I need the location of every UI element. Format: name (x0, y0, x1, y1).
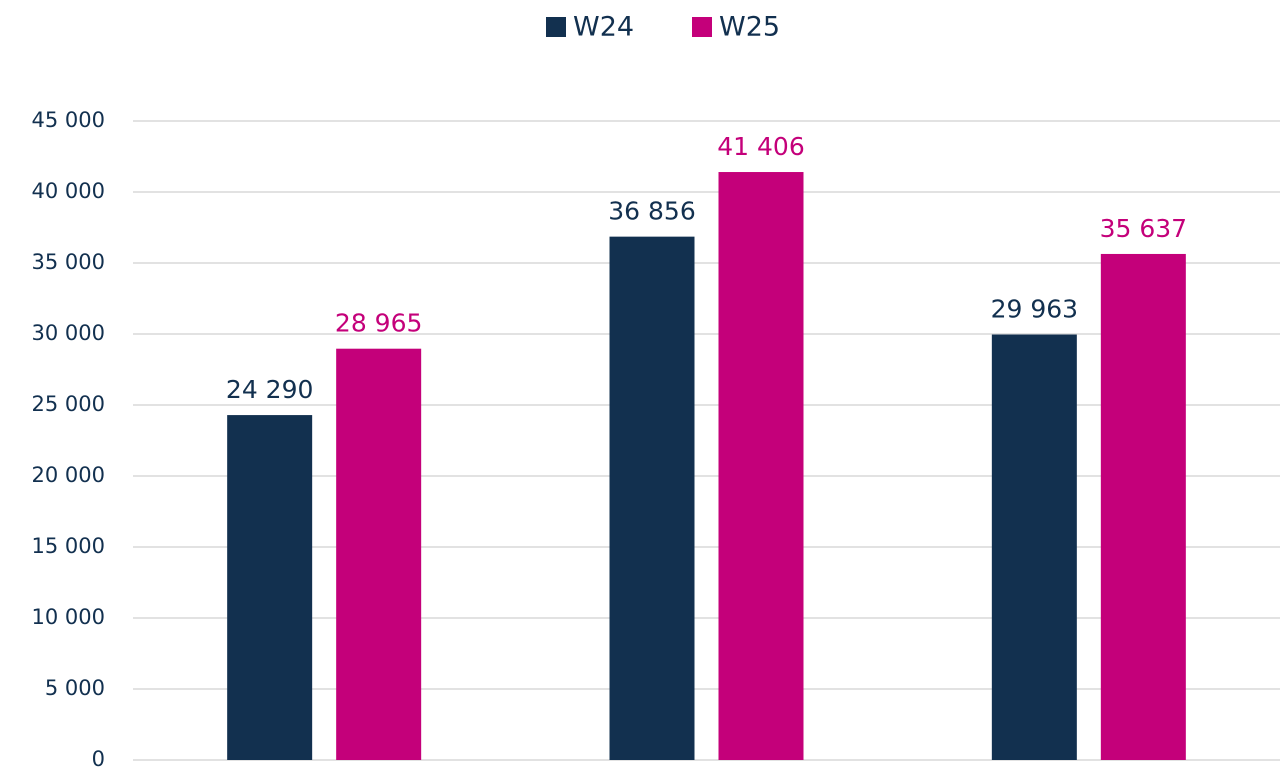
bar (227, 415, 313, 760)
legend-label: W24 (573, 12, 634, 43)
legend-label: W25 (719, 12, 780, 43)
y-tick-label: 20 000 (32, 463, 105, 487)
data-label: 29 963 (991, 295, 1078, 324)
bar (991, 334, 1077, 760)
y-tick-label: 0 (92, 747, 105, 770)
bar (336, 348, 422, 760)
y-tick-label: 45 000 (32, 108, 105, 132)
legend-swatch (692, 17, 712, 37)
data-label: 24 290 (226, 375, 313, 404)
bar (609, 236, 695, 761)
data-label: 36 856 (608, 197, 695, 226)
y-tick-label: 25 000 (32, 392, 105, 416)
y-tick-label: 30 000 (32, 321, 105, 345)
legend-swatch (546, 17, 566, 37)
bar (1100, 253, 1186, 761)
data-label: 41 406 (717, 132, 804, 161)
bar (718, 172, 804, 761)
y-tick-label: 40 000 (32, 179, 105, 203)
data-label: 28 965 (335, 309, 422, 338)
y-tick-label: 5 000 (45, 676, 105, 700)
y-tick-label: 35 000 (32, 250, 105, 274)
y-tick-label: 10 000 (32, 605, 105, 629)
data-label: 35 637 (1100, 214, 1187, 243)
y-tick-label: 15 000 (32, 534, 105, 558)
